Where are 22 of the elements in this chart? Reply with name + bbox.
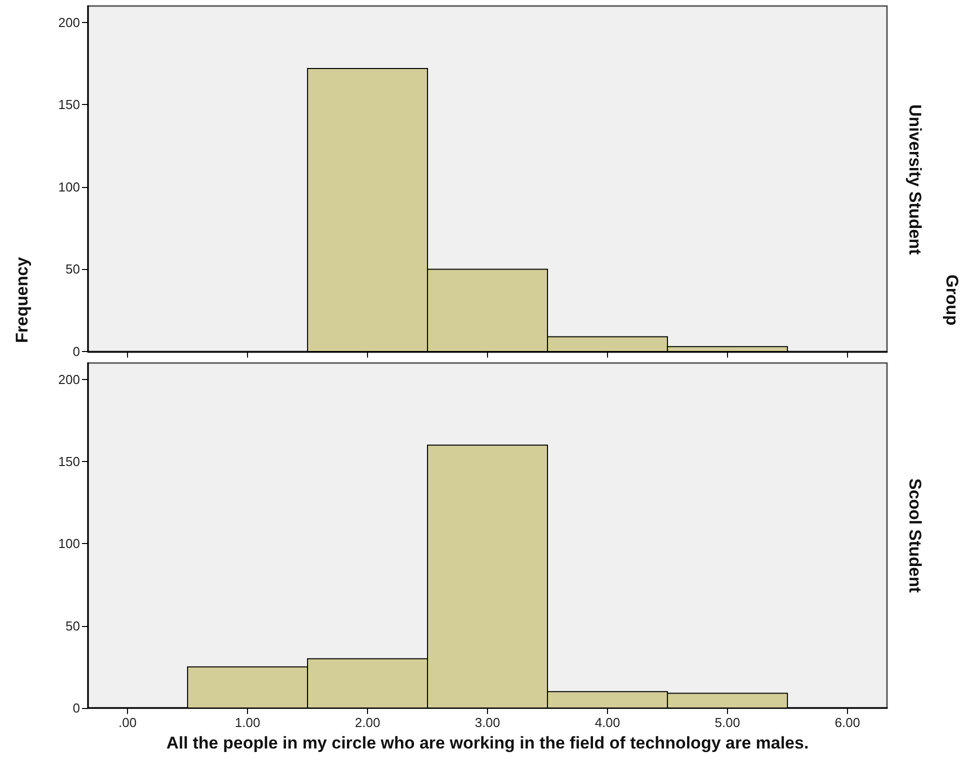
text: Group	[942, 274, 962, 326]
y-tick-label: 50	[66, 618, 80, 634]
y-tick-label: 50	[66, 262, 80, 277]
y-tick-label: 100	[58, 536, 80, 552]
y-tick-label: 200	[58, 14, 80, 30]
x-tick-label: 6.00	[834, 715, 860, 730]
y-tick-label: 200	[58, 372, 80, 387]
x-axis-title: All the people in my circle who are working in the field of technology are males.	[166, 733, 809, 752]
text: Scool Student	[906, 478, 924, 593]
x-tick-label: 4.00	[594, 715, 620, 730]
x-tick-label: 5.00	[714, 715, 740, 730]
text: University Student	[906, 104, 924, 255]
x-tick-label: 1.00	[234, 715, 260, 730]
y-tick-label: 100	[58, 179, 80, 194]
x-tick-label: .00	[118, 715, 137, 730]
y-tick-label: 0	[72, 344, 80, 359]
x-tick-label: 3.00	[474, 715, 500, 730]
x-tick-label: 2.00	[354, 715, 380, 730]
y-tick-label: 0	[72, 700, 80, 716]
y-axis-title: Frequency	[12, 256, 32, 343]
y-tick-label: 150	[58, 97, 80, 112]
y-tick-label: 150	[58, 454, 80, 470]
